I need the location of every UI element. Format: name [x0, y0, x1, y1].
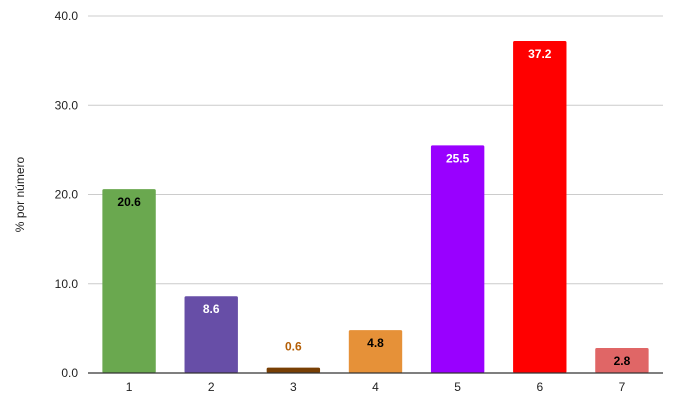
data-label-5: 25.5 — [446, 151, 470, 165]
y-axis-ticks: 0.0 10.0 20.0 30.0 40.0 — [55, 9, 79, 380]
bar-2 — [184, 296, 238, 373]
y-tick-label: 0.0 — [61, 366, 78, 380]
bar-5 — [430, 145, 485, 373]
x-tick-label: 3 — [290, 380, 297, 394]
data-label-4: 4.8 — [367, 336, 384, 350]
data-label-7: 2.8 — [614, 354, 631, 368]
data-label-3: 0.6 — [285, 340, 302, 354]
y-tick-label: 20.0 — [55, 188, 79, 202]
y-axis-label: % por número — [13, 156, 27, 232]
gridlines — [88, 15, 663, 285]
x-axis-ticks: 1 2 3 4 5 6 7 — [126, 380, 626, 394]
bar-6 — [513, 40, 567, 374]
y-tick-label: 30.0 — [55, 98, 79, 112]
x-tick-label: 7 — [619, 380, 626, 394]
data-label-2: 8.6 — [203, 302, 220, 316]
data-label-1: 20.6 — [117, 195, 141, 209]
x-tick-label: 5 — [454, 380, 461, 394]
x-tick-label: 6 — [536, 380, 543, 394]
x-tick-label: 4 — [372, 380, 379, 394]
data-labels: 20.6 8.6 0.6 4.8 25.5 37.2 2.8 — [117, 47, 630, 368]
x-tick-label: 2 — [208, 380, 215, 394]
bar-4 — [348, 330, 403, 373]
bar-7 — [595, 348, 649, 373]
data-label-6: 37.2 — [528, 47, 552, 61]
y-tick-label: 10.0 — [55, 277, 79, 291]
x-tick-label: 1 — [126, 380, 133, 394]
bar-3 — [266, 367, 321, 373]
bars — [102, 40, 649, 374]
bar-1 — [102, 189, 156, 373]
y-tick-label: 40.0 — [55, 9, 79, 23]
